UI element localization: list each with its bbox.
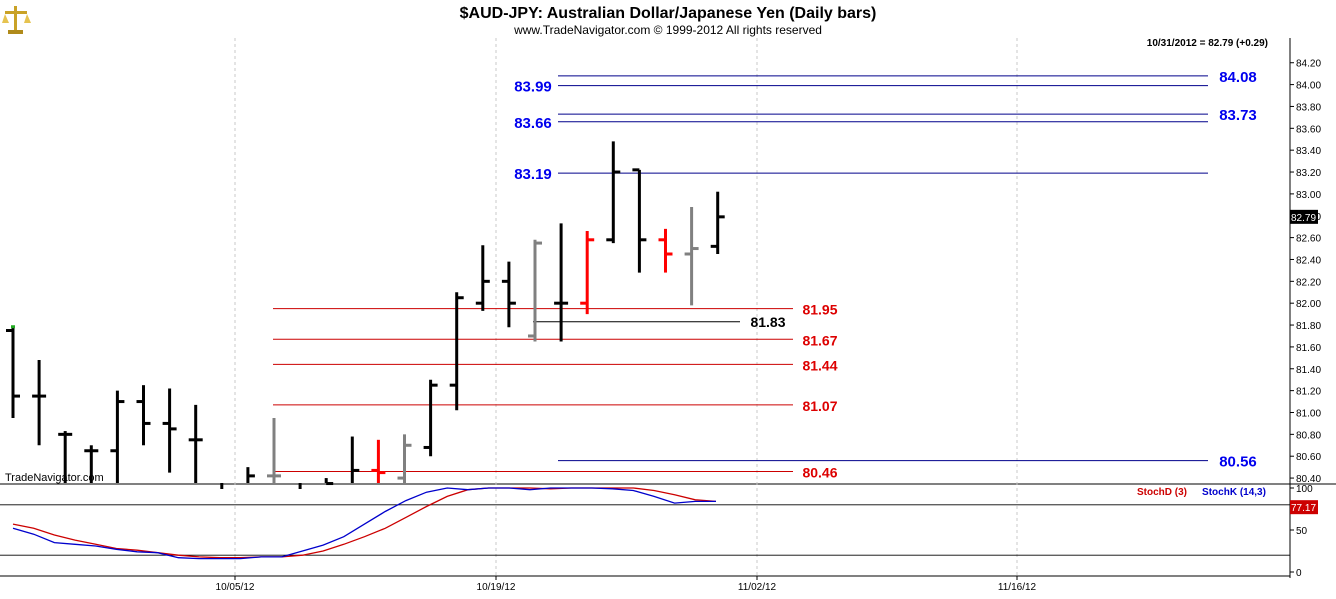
y-tick-label: 81.80 — [1296, 321, 1321, 332]
y-tick-label: 81.60 — [1296, 343, 1321, 354]
ohlc-bar — [350, 436, 360, 483]
watermark: TradeNavigator.com — [5, 472, 104, 484]
ohlc-bar — [684, 207, 699, 306]
legend-stoch-d: StochD (3) — [1137, 487, 1187, 498]
legend-stoch-k: StochK (14,3) — [1202, 487, 1266, 498]
y-tick-label: 82.60 — [1296, 234, 1321, 245]
stoch-tick-label: 0 — [1296, 568, 1302, 579]
ohlc-bar — [423, 379, 438, 457]
y-tick-label: 83.80 — [1296, 102, 1321, 113]
support-label: 81.95 — [802, 302, 837, 318]
stochastic-pane: 100 50 0 StochD (3) StochK (14,3) 77.17 — [0, 484, 1318, 579]
support-label: 81.07 — [802, 398, 837, 414]
ohlc-bar — [528, 239, 542, 342]
x-tick-label: 11/02/12 — [738, 582, 777, 593]
y-tick-label: 84.00 — [1296, 81, 1321, 92]
resistance-label: 83.19 — [514, 166, 552, 183]
scales-logo-icon — [2, 6, 31, 34]
level-lines: 83.99 84.08 83.66 83.73 83.19 80.56 81.95 81.67… — [273, 69, 1257, 481]
ohlc-bar — [580, 231, 595, 315]
last-price-tag — [1290, 209, 1318, 224]
y-tick-label: 80.40 — [1296, 474, 1321, 485]
y-tick-label: 80.60 — [1296, 452, 1321, 463]
ohlc-bar — [110, 390, 125, 483]
ohlc-bar — [606, 141, 621, 244]
stoch-series-k — [12, 487, 716, 560]
resistance-label: 83.73 — [1219, 107, 1257, 124]
ohlc-bar — [188, 404, 203, 483]
y-tick-label: 80.80 — [1296, 430, 1321, 441]
stoch-value-tag-label: 77.17 — [1291, 503, 1316, 514]
y-tick-label: 84.20 — [1296, 59, 1321, 70]
ohlc-bar — [162, 388, 177, 473]
resistance-label: 83.66 — [514, 115, 552, 132]
y-tick-label: 83.00 — [1296, 190, 1321, 201]
ohlc-bar — [58, 431, 73, 483]
ohlc-bar — [267, 417, 281, 483]
y-tick-label: 81.00 — [1296, 408, 1321, 419]
resistance-label: 84.08 — [1219, 69, 1257, 86]
ohlc-bar — [632, 168, 647, 273]
bar-marker — [11, 325, 15, 329]
ohlc-bar — [6, 327, 20, 418]
ohlc-bar — [475, 245, 490, 311]
y-tick-label: 82.20 — [1296, 277, 1321, 288]
stoch-tick-label: 100 — [1296, 484, 1313, 495]
y-tick-label: 82.00 — [1296, 299, 1321, 310]
last-value-readout: 10/31/2012 = 82.79 (+0.29) — [1147, 38, 1268, 49]
ohlc-bar — [136, 385, 151, 446]
ohlc-bar — [32, 360, 47, 446]
support-label: 80.46 — [802, 465, 837, 481]
plot-area — [0, 38, 1290, 576]
stoch-value-tag — [1290, 500, 1318, 515]
y-tick-label: 83.40 — [1296, 146, 1321, 157]
y-tick-label: 81.40 — [1296, 365, 1321, 376]
resistance-label: 80.56 — [1219, 454, 1257, 471]
y-tick-label: 83.60 — [1296, 124, 1321, 135]
support-label: 81.67 — [802, 332, 837, 348]
x-tick-label: 10/19/12 — [477, 582, 516, 593]
x-tick-label: 10/05/12 — [216, 582, 255, 593]
ohlc-bar — [658, 228, 673, 273]
ohlc-bar — [449, 292, 464, 411]
resistance-label: 83.99 — [514, 79, 552, 96]
ohlc-bar — [397, 434, 412, 483]
date-axis: 10/05/12 10/19/12 11/02/12 11/16/12 — [216, 576, 1037, 593]
stoch-tick-label: 50 — [1296, 526, 1308, 537]
ohlc-bar — [246, 467, 255, 483]
ohlc-bar — [554, 223, 569, 342]
ohlc-bar — [84, 445, 99, 483]
annotation-label: 81.83 — [750, 314, 785, 330]
ohlc-bar — [371, 439, 386, 483]
ohlc-bar — [324, 478, 334, 486]
copyright-subtitle: www.TradeNavigator.com © 1999-2012 All r… — [513, 23, 822, 37]
x-tick-label: 11/16/12 — [998, 582, 1037, 593]
ohlc-bar — [710, 191, 725, 255]
y-tick-label: 81.20 — [1296, 387, 1321, 398]
y-tick-label: 82.40 — [1296, 255, 1321, 266]
y-tick-label: 83.20 — [1296, 168, 1321, 179]
price-axis: 84.2084.0083.8083.6083.4083.2083.0082.80… — [1290, 59, 1321, 485]
last-price-tag-label: 82.79 — [1291, 213, 1316, 224]
chart-title: $AUD-JPY: Australian Dollar/Japanese Yen… — [460, 5, 877, 22]
price-bars — [6, 141, 725, 489]
support-label: 81.44 — [802, 357, 837, 373]
ohlc-bar — [501, 261, 516, 328]
